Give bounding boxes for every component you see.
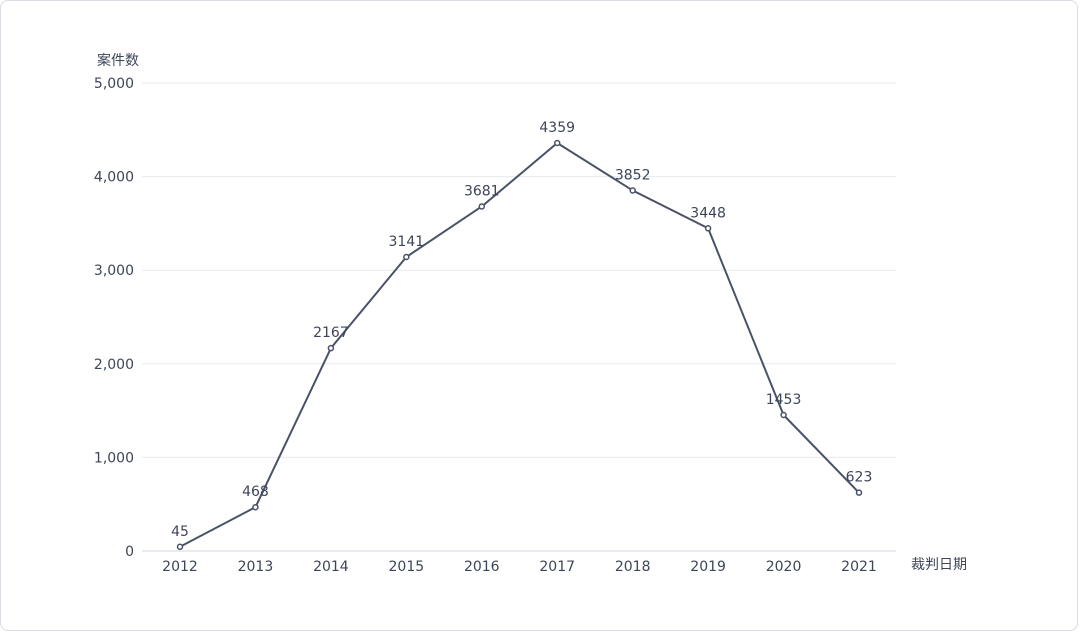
x-axis-title: 裁判日期 — [911, 557, 967, 573]
y-axis-ticks: 0 1,000 2,000 3,000 4,000 5,000 — [94, 76, 134, 560]
data-point — [252, 503, 259, 511]
data-points — [176, 139, 863, 551]
data-point — [176, 543, 184, 551]
data-label: 468 — [242, 484, 269, 500]
data-point — [629, 187, 636, 194]
data-label: 3141 — [389, 234, 425, 250]
data-point — [327, 344, 335, 352]
data-label: 4359 — [539, 120, 575, 136]
y-axis-title: 案件数 — [97, 52, 139, 69]
x-tick-label: 2017 — [539, 559, 575, 575]
x-tick-label: 2014 — [313, 559, 349, 575]
x-tick-label: 2013 — [238, 559, 274, 575]
x-tick-label: 2019 — [690, 559, 726, 575]
y-tick-label: 5,000 — [94, 76, 134, 92]
x-tick-label: 2016 — [464, 559, 500, 575]
data-point — [704, 225, 712, 232]
y-tick-label: 3,000 — [94, 263, 134, 279]
data-label: 1453 — [766, 392, 802, 408]
data-labels: 45 468 2167 3141 3681 4359 3852 3448 1453 623 — [171, 120, 872, 540]
data-point — [478, 203, 486, 210]
data-label: 3681 — [464, 183, 500, 199]
x-tick-label: 2015 — [389, 559, 425, 575]
data-label: 3852 — [615, 167, 651, 183]
data-label: 2167 — [313, 325, 349, 341]
data-label: 45 — [171, 524, 189, 540]
data-point — [403, 253, 410, 261]
data-point — [855, 489, 863, 496]
x-axis-ticks: 2012 2013 2014 2015 2016 2017 2018 2019 2020 2021 — [162, 559, 877, 575]
y-tick-label: 0 — [125, 544, 134, 560]
data-point — [553, 139, 561, 147]
x-tick-label: 2018 — [615, 559, 651, 575]
x-tick-label: 2021 — [841, 559, 877, 575]
data-label: 3448 — [690, 205, 726, 221]
x-tick-label: 2020 — [766, 559, 802, 575]
x-tick-label: 2012 — [162, 559, 198, 575]
y-tick-label: 2,000 — [94, 357, 134, 373]
series-line — [179, 141, 860, 548]
data-label: 623 — [846, 470, 873, 486]
y-tick-label: 1,000 — [94, 450, 134, 466]
y-tick-label: 4,000 — [94, 170, 134, 186]
data-point — [780, 411, 787, 419]
gridlines — [142, 82, 896, 552]
